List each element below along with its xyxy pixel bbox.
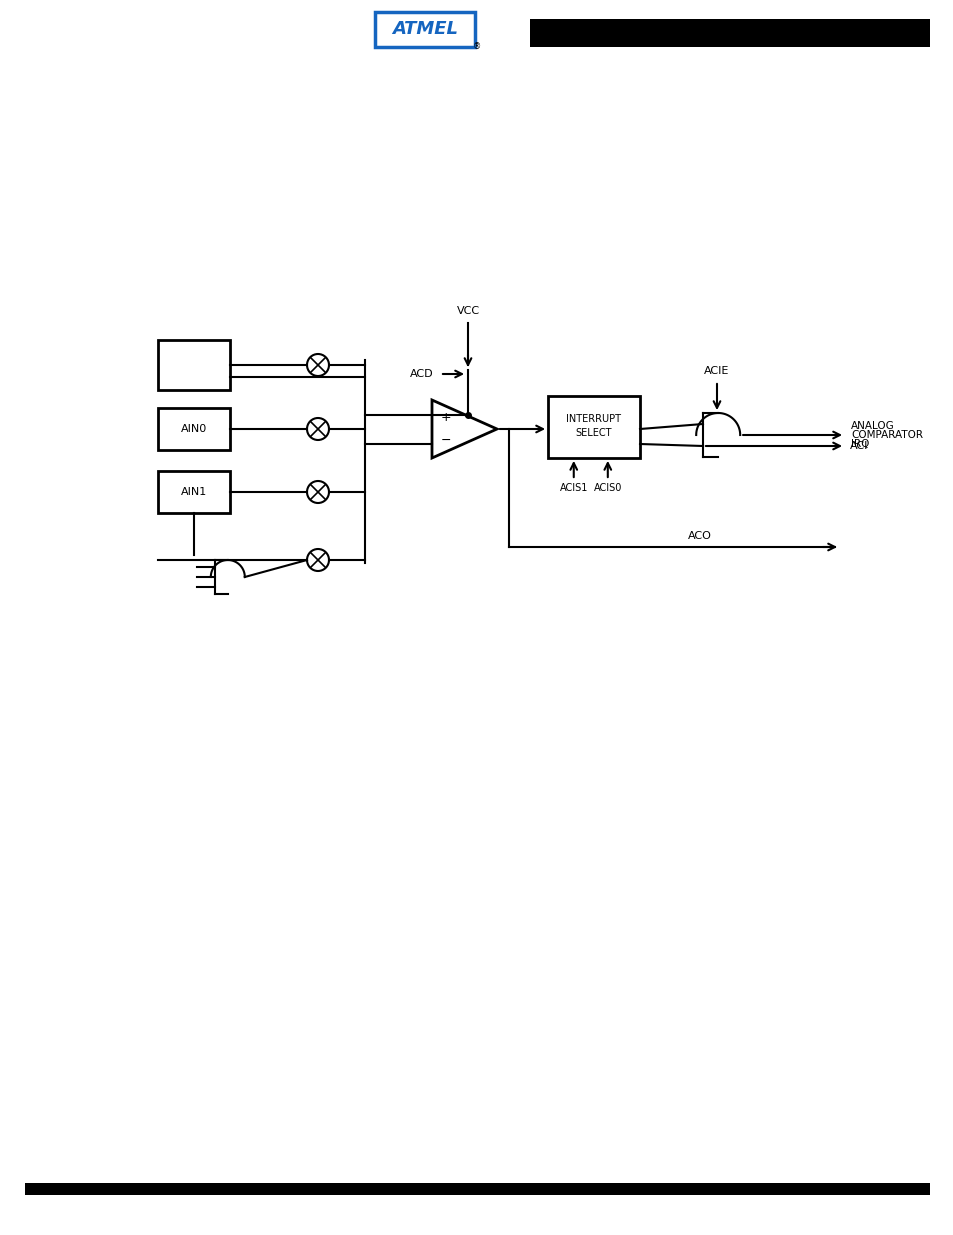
Text: ACI: ACI	[849, 441, 867, 451]
Text: INTERRUPT: INTERRUPT	[566, 414, 620, 424]
Text: SELECT: SELECT	[576, 429, 612, 438]
Text: ACO: ACO	[687, 531, 711, 541]
Text: −: −	[440, 433, 451, 447]
Text: ®: ®	[473, 42, 480, 52]
Text: ACD: ACD	[410, 369, 434, 379]
Text: ATMEL: ATMEL	[392, 20, 457, 38]
Text: ANALOG: ANALOG	[850, 421, 894, 431]
Bar	[25, 1183, 929, 1195]
Text: +: +	[440, 411, 451, 424]
Text: AIN0: AIN0	[181, 424, 207, 433]
Bar	[530, 19, 929, 47]
Text: IRQ: IRQ	[850, 438, 868, 450]
Bar	[158, 408, 230, 450]
Bar	[158, 471, 230, 513]
Text: ACIE: ACIE	[703, 366, 729, 375]
Text: VCC: VCC	[456, 306, 479, 316]
Text: ACIS1: ACIS1	[559, 483, 587, 493]
Text: COMPARATOR: COMPARATOR	[850, 430, 923, 440]
Bar	[158, 340, 230, 390]
Bar	[547, 396, 639, 458]
Text: ACIS0: ACIS0	[593, 483, 621, 493]
Text: AIN1: AIN1	[181, 487, 207, 496]
Bar	[375, 12, 475, 47]
